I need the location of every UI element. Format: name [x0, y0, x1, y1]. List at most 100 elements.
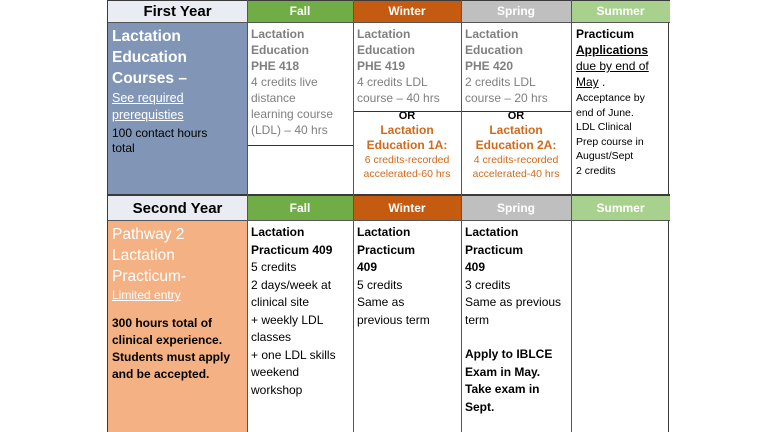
applications-label: Applications: [576, 43, 649, 57]
alt-course-detail: accelerated-60 hrs: [363, 168, 451, 180]
practicum-line: previous term: [357, 312, 430, 327]
practicum-line: 2 days/week at: [251, 277, 332, 292]
practicum-label: Practicum: [576, 27, 635, 41]
year1-fall-course: Lactation Education PHE 418 4 credits li…: [247, 22, 353, 194]
side-note-line: clinical experience.: [112, 333, 223, 347]
or-separator: OR: [398, 110, 416, 122]
year1-spring-course: Lactation Education PHE 420 2 credits LD…: [461, 22, 571, 194]
prerequisites-link[interactable]: See required: [112, 91, 184, 105]
summer-detail: Prep course in: [576, 135, 644, 148]
course-line: Education: [251, 43, 310, 57]
summer-detail: LDL Clinical: [576, 121, 632, 133]
alt-course-line: Education 1A:: [366, 138, 448, 152]
practicum-title: Lactation Practicum 409: [357, 225, 416, 274]
practicum-line: classes: [251, 330, 292, 344]
practicum-line: + weekly LDL: [251, 312, 324, 327]
course-line: Lactation: [357, 27, 411, 41]
header-winter-year2: Winter: [353, 196, 461, 220]
year1-side-panel: Lactation Education Courses – See requir…: [108, 22, 247, 194]
spring-label: Spring: [497, 4, 535, 18]
winter-label: Winter: [388, 4, 426, 18]
header-summer-year1: Summer: [571, 0, 670, 22]
side-note-line: 300 hours total of: [112, 316, 213, 330]
side-note-line: Students must apply: [112, 350, 231, 364]
summer-detail: August/Sept: [576, 150, 634, 162]
practicum-line: term: [465, 312, 489, 327]
exam-note: Exam in May.: [465, 364, 541, 379]
practicum-line: Same as: [357, 295, 405, 309]
practicum-line: 5 credits: [357, 277, 403, 292]
practicum-line: clinical site: [251, 295, 310, 309]
course-line: distance: [251, 91, 296, 105]
exam-note: Apply to IBLCE: [465, 347, 553, 361]
alt-course-line: Education 2A:: [475, 138, 557, 152]
practicum-title: Lactation: [251, 225, 305, 239]
first-year-heading: First Year: [108, 0, 247, 22]
alt-course-line: Lactation: [489, 123, 543, 137]
practicum-title: Lactation Practicum 409: [465, 225, 524, 274]
first-year-label: First Year: [143, 2, 212, 20]
limited-entry-link[interactable]: Limited entry: [112, 288, 181, 302]
alt-course-detail: 6 credits-recorded: [364, 154, 450, 166]
course-line: (LDL) – 40 hrs: [251, 123, 328, 137]
course-code: PHE 419: [357, 59, 406, 73]
curriculum-table: First Year Fall Winter Spring Summer Lac…: [107, 0, 670, 432]
summer-label: Summer: [596, 4, 645, 18]
course-code: PHE 418: [251, 59, 300, 73]
year2-spring-practicum: Lactation Practicum 409 3 credits Same a…: [461, 220, 571, 432]
fall-label: Fall: [289, 201, 311, 215]
course-line: 2 credits LDL: [465, 75, 536, 89]
side-title-line: Lactation: [112, 247, 175, 264]
course-code: PHE 420: [465, 59, 514, 73]
side-title-line: Courses –: [112, 70, 187, 87]
course-line: 4 credits LDL: [357, 75, 428, 89]
header-spring-year2: Spring: [461, 196, 571, 220]
course-line: Education: [357, 43, 416, 57]
practicum-line: 5 credits: [251, 260, 297, 274]
year1-winter-course: Lactation Education PHE 419 4 credits LD…: [353, 22, 461, 194]
course-line: Education: [465, 43, 524, 57]
winter-label: Winter: [388, 201, 426, 215]
header-fall-year1: Fall: [247, 0, 353, 22]
practicum-line: weekend: [251, 365, 300, 379]
practicum-line: workshop: [251, 382, 303, 397]
second-year-heading: Second Year: [108, 196, 247, 220]
prerequisites-link[interactable]: prerequisties: [112, 108, 184, 122]
practicum-title: Practicum 409: [251, 242, 333, 257]
alt-course-detail: accelerated-40 hrs: [472, 168, 560, 180]
year2-winter-practicum: Lactation Practicum 409 5 credits Same a…: [353, 220, 461, 432]
spring-label: Spring: [497, 201, 535, 215]
second-year-label: Second Year: [132, 199, 223, 217]
year1-summer-practicum: Practicum Applications due by end of May…: [571, 22, 670, 194]
due-date-line: due by end of: [576, 59, 649, 73]
due-date-month: May: [576, 75, 599, 89]
side-title-line: Education: [112, 49, 187, 66]
summer-detail: 2 credits: [576, 164, 616, 177]
exam-note: Take exam in: [465, 382, 540, 396]
fall-label: Fall: [289, 4, 311, 18]
alt-course-line: Lactation: [380, 123, 434, 137]
or-separator: OR: [507, 110, 525, 122]
exam-note: Sept.: [465, 399, 495, 414]
year2-summer-empty: [571, 220, 670, 432]
side-title-line: Pathway 2: [112, 226, 185, 243]
course-line: 4 credits live: [251, 75, 318, 89]
summer-detail: Acceptance by: [576, 92, 645, 104]
header-winter-year1: Winter: [353, 0, 461, 22]
summer-detail: end of June.: [576, 106, 634, 119]
side-note-line: and be accepted.: [112, 367, 210, 381]
header-fall-year2: Fall: [247, 196, 353, 220]
course-line: course – 20 hrs: [465, 91, 548, 105]
practicum-line: 3 credits: [465, 277, 511, 292]
alt-course-detail: 4 credits-recorded: [473, 154, 559, 166]
side-title-line: Practicum-: [112, 268, 187, 285]
year2-side-panel: Pathway 2 Lactation Practicum- Limited e…: [108, 220, 247, 432]
contact-hours: 100 contact hours total: [112, 126, 208, 155]
year2-fall-practicum: Lactation Practicum 409 5 credits 2 days…: [247, 220, 353, 432]
practicum-line: Same as previous: [465, 295, 562, 309]
course-line: learning course: [251, 107, 334, 121]
course-line: Lactation: [251, 27, 305, 41]
course-line: course – 40 hrs: [357, 91, 440, 105]
side-title-line: Lactation: [112, 28, 181, 45]
practicum-line: + one LDL skills: [251, 347, 336, 362]
